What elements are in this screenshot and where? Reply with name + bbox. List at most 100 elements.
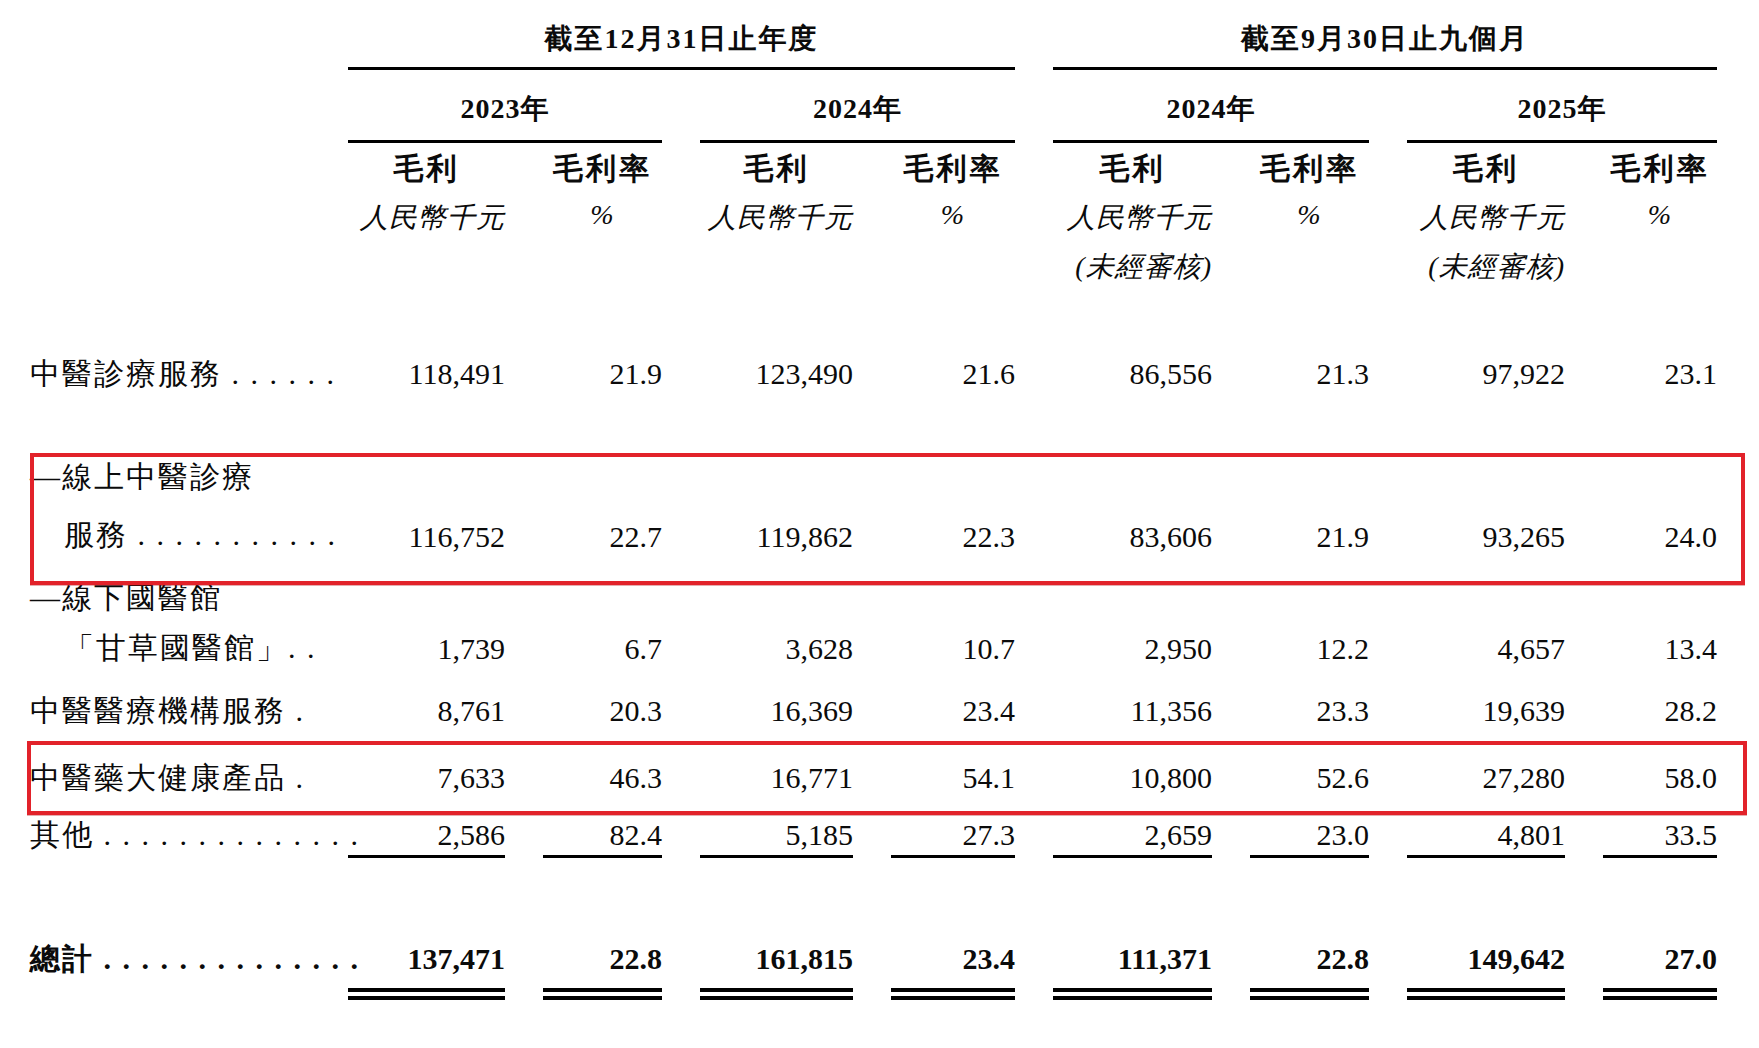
total-value-cell: 22.8: [543, 940, 662, 1000]
row-label: 中醫醫療機構服務 .: [30, 690, 310, 755]
empty-cell: [891, 248, 1015, 290]
value-cell: 46.3: [543, 755, 662, 818]
value-cell: 58.0: [1603, 755, 1717, 818]
period-group-annual: 截至12月31日止年度: [348, 0, 1015, 70]
value-cell: 21.9: [1250, 450, 1369, 575]
total-value-cell: 22.8: [1250, 940, 1369, 1000]
col-header-gross-profit: 毛利: [700, 143, 853, 195]
col-header-gross-profit: 毛利: [1407, 143, 1565, 195]
year-header-9m-2024: 2024年: [1053, 70, 1369, 143]
value: 93,265: [1407, 520, 1565, 554]
value-cell: 93,265: [1407, 450, 1565, 575]
value: 4,657: [1407, 632, 1565, 666]
empty-cell: [700, 248, 853, 290]
value: 10.7: [891, 632, 1015, 666]
value-cell: 11,356: [1053, 690, 1212, 755]
total-value-cell: 111,371: [1053, 940, 1212, 1000]
corner-spacer: [30, 0, 310, 70]
total-row-label: 總計 . . . . . . . . . . . . . .: [30, 940, 310, 1000]
col-header-gross-profit: 毛利: [348, 143, 505, 195]
year-label: 2024年: [1167, 90, 1256, 128]
unit-percent: %: [1250, 195, 1369, 248]
col-header-gross-profit: 毛利: [1053, 143, 1212, 195]
unit-rmb-thousand: 人民幣千元: [1407, 195, 1565, 248]
value: 1,739: [348, 632, 505, 666]
value-cell: 20.3: [543, 690, 662, 755]
value-cell: 24.0: [1603, 450, 1717, 575]
year-header-9m-2025: 2025年: [1407, 70, 1717, 143]
row-spacer: [30, 195, 310, 248]
value: 13.4: [1603, 632, 1717, 666]
value: 2,950: [1053, 632, 1212, 666]
value-cell: 27,280: [1407, 755, 1565, 818]
unit-percent: %: [1603, 195, 1717, 248]
value-cell: 7,633: [348, 755, 505, 818]
total-value-cell: 137,471: [348, 940, 505, 1000]
value-cell: 1,739: [348, 575, 505, 690]
value-cell: 27.3: [891, 818, 1015, 858]
unaudited-note: (未經審核): [1407, 248, 1565, 290]
value-cell: 118,491: [348, 345, 505, 450]
value-cell: 12.2: [1250, 575, 1369, 690]
empty-cell: [348, 248, 505, 290]
value-cell: 2,659: [1053, 818, 1212, 858]
value-cell: 23.3: [1250, 690, 1369, 755]
row-label-line2: 服務 . . . . . . . . . . .: [30, 518, 310, 552]
row-spacer: [30, 143, 310, 195]
value-cell: 21.3: [1250, 345, 1369, 450]
body-total-gap: [30, 858, 1717, 940]
row-label: 其他 . . . . . . . . . . . . . .: [30, 818, 310, 858]
value-cell: 19,639: [1407, 690, 1565, 755]
value-cell: 10,800: [1053, 755, 1212, 818]
empty-cell: [543, 248, 662, 290]
value-cell: 97,922: [1407, 345, 1565, 450]
year-label: 2024年: [813, 90, 902, 128]
value: 22.7: [543, 520, 662, 554]
unaudited-note: (未經審核): [1053, 248, 1212, 290]
value-cell: 2,586: [348, 818, 505, 858]
value-cell: 23.0: [1250, 818, 1369, 858]
value-cell: 52.6: [1250, 755, 1369, 818]
row-spacer: [30, 70, 310, 143]
value: 22.3: [891, 520, 1015, 554]
value-cell: 22.7: [543, 450, 662, 575]
period-group-nine-months: 截至9月30日止九個月: [1053, 0, 1717, 70]
value: 12.2: [1250, 632, 1369, 666]
value-cell: 13.4: [1603, 575, 1717, 690]
value-cell: 119,862: [700, 450, 853, 575]
unit-rmb-thousand: 人民幣千元: [348, 195, 505, 248]
value-cell: 86,556: [1053, 345, 1212, 450]
period-group-title: 截至12月31日止年度: [545, 20, 819, 58]
value: 6.7: [543, 632, 662, 666]
unit-rmb-thousand: 人民幣千元: [700, 195, 853, 248]
unit-rmb-thousand: 人民幣千元: [1053, 195, 1212, 248]
value-cell: 28.2: [1603, 690, 1717, 755]
header-body-gap: [30, 290, 1717, 345]
value-cell: 21.9: [543, 345, 662, 450]
row-label-line1: —線上中醫診療: [30, 450, 310, 494]
year-header-2023: 2023年: [348, 70, 662, 143]
col-header-gross-margin: 毛利率: [543, 143, 662, 195]
value-cell: 2,950: [1053, 575, 1212, 690]
empty-cell: [1250, 248, 1369, 290]
period-group-title: 截至9月30日止九個月: [1241, 20, 1529, 58]
value-cell: 8,761: [348, 690, 505, 755]
value-cell: 54.1: [891, 755, 1015, 818]
row-label-line1: —線下國醫館: [30, 575, 310, 615]
year-header-2024: 2024年: [700, 70, 1015, 143]
value-cell: 123,490: [700, 345, 853, 450]
total-value-cell: 27.0: [1603, 940, 1717, 1000]
row-label: 中醫藥大健康產品 .: [30, 755, 310, 818]
value-cell: 21.6: [891, 345, 1015, 450]
prospectus-gross-profit-page: 截至12月31日止年度 截至9月30日止九個月 2023年 2024年 2024…: [0, 0, 1759, 1048]
unit-percent: %: [543, 195, 662, 248]
value: 3,628: [700, 632, 853, 666]
unit-percent: %: [891, 195, 1015, 248]
value-cell: 4,801: [1407, 818, 1565, 858]
total-value-cell: 161,815: [700, 940, 853, 1000]
value-cell: 23.4: [891, 690, 1015, 755]
value-cell: 23.1: [1603, 345, 1717, 450]
value-cell: 4,657: [1407, 575, 1565, 690]
value-cell: 83,606: [1053, 450, 1212, 575]
year-label: 2023年: [461, 90, 550, 128]
